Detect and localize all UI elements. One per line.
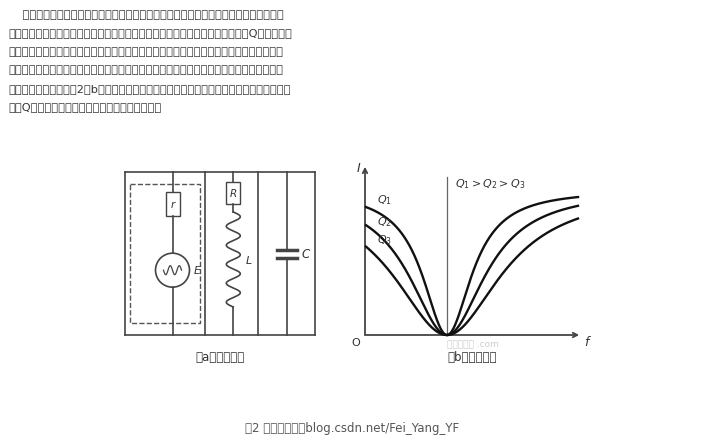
Text: $Q_1 > Q_2 > Q_3$: $Q_1 > Q_2 > Q_3$ xyxy=(455,177,525,191)
Text: C: C xyxy=(301,248,310,261)
Text: $Q_2$: $Q_2$ xyxy=(377,215,392,229)
Bar xyxy=(130,184,200,323)
Text: 电子发烧友 .com: 电子发烧友 .com xyxy=(446,340,498,349)
Text: 说，两支路电流的方向相反，大小相差不多，它们的差値就是总电流。因此，并联谐振又叫: 说，两支路电流的方向相反，大小相差不多，它们的差値就是总电流。因此，并联谐振又叫 xyxy=(8,47,283,57)
Text: L: L xyxy=(245,255,251,265)
Text: 电源内电阵大，使电路中的总电流可以看作恒定的话，两支路的电流是总电流的Q倍。也就是: 电源内电阵大，使电路中的总电流可以看作恒定的话，两支路的电流是总电流的Q倍。也就… xyxy=(8,29,292,38)
Text: f: f xyxy=(584,336,589,349)
Text: O: O xyxy=(351,338,360,348)
Text: 回路Q値越大，曲线越陨，说明谐振现象越剑烈。: 回路Q値越大，曲线越陨，说明谐振现象越剑烈。 xyxy=(8,102,161,112)
Text: 做电流谐振。如果外加电源频率小于或者大于回路的固有频率，回路的总阵抗就会减小，回: 做电流谐振。如果外加电源频率小于或者大于回路的固有频率，回路的总阵抗就会减小，回 xyxy=(8,66,283,75)
Bar xyxy=(226,182,240,204)
Text: 图2 并联谐振／／blog.csdn.net/Fei_Yang_YF: 图2 并联谐振／／blog.csdn.net/Fei_Yang_YF xyxy=(245,422,459,435)
Bar xyxy=(165,192,180,216)
Text: 路的电压也会减小。图2（b）是并联谐振曲线，它表明了外加电源频率和回路电压的关系。: 路的电压也会减小。图2（b）是并联谐振曲线，它表明了外加电源频率和回路电压的关系… xyxy=(8,84,291,94)
Text: （a）谐振电路: （a）谐振电路 xyxy=(196,351,244,364)
Text: r: r xyxy=(170,200,175,210)
Circle shape xyxy=(156,253,189,287)
Text: $Q_3$: $Q_3$ xyxy=(377,233,392,247)
Text: （b）谐振曲线: （b）谐振曲线 xyxy=(448,351,497,364)
Text: I: I xyxy=(356,162,360,175)
Text: E: E xyxy=(194,266,201,276)
Text: $Q_1$: $Q_1$ xyxy=(377,193,392,207)
Text: 并联谐振有以下特点：总阵抗是纯电阻，而且达到最大値；回路电压达到最大値；如果: 并联谐振有以下特点：总阵抗是纯电阻，而且达到最大値；回路电压达到最大値；如果 xyxy=(8,10,284,20)
Text: R: R xyxy=(230,189,237,199)
